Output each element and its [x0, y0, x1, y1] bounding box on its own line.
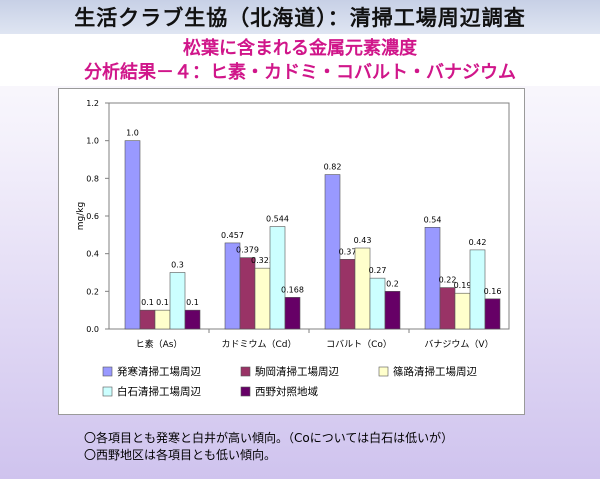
title-band	[0, 0, 600, 34]
y-tick-label: 0.2	[86, 287, 99, 296]
data-label: 0.22	[439, 276, 457, 285]
y-tick-label: 0.8	[86, 174, 99, 183]
data-label: 0.323	[251, 256, 274, 265]
legend-swatch	[102, 386, 113, 397]
chart-panel: 0.0 0.2 0.4 0.6 0.8 1.0 1.2 mg/kg 1.0 0.1 0.1 0.3 0.…	[58, 88, 525, 415]
legend-swatch	[102, 366, 113, 377]
slide-header: 生活クラブ生協（北海道）：清掃工場周辺調査 松葉に含まれる金属元素濃度 分析結果…	[0, 0, 600, 86]
bar	[424, 227, 441, 330]
bar	[139, 309, 156, 330]
legend-label: 西野対照地域	[255, 385, 318, 398]
legend-label: 駒岡清掃工場周辺	[255, 365, 339, 378]
data-label: 0.457	[221, 231, 244, 240]
data-label: 0.379	[236, 246, 259, 255]
bar	[384, 291, 401, 330]
data-label: 0.544	[266, 215, 289, 224]
note-line-2: 〇西野地区は各項目とも低い傾向。	[84, 448, 277, 462]
x-category-label: コバルト（Co）	[326, 339, 392, 350]
data-label: 0.2	[386, 279, 399, 288]
data-label: 0.1	[186, 298, 199, 307]
bar	[124, 140, 141, 330]
data-label: 0.37	[339, 247, 357, 256]
x-category-label: ヒ素（As）	[136, 338, 183, 350]
slide-title: 生活クラブ生協（北海道）：清掃工場周辺調査	[74, 6, 526, 30]
data-label: 0.42	[469, 238, 487, 247]
y-tick-label: 1.2	[86, 99, 99, 108]
y-tick-label: 1.0	[86, 137, 99, 146]
bar	[339, 259, 356, 330]
bar	[224, 242, 241, 330]
legend-swatch	[240, 386, 251, 397]
data-label: 0.27	[369, 266, 387, 275]
legend-label: 発寒清掃工場周辺	[117, 365, 201, 378]
bar	[284, 297, 301, 330]
legend-label: 篠路清掃工場周辺	[393, 365, 477, 378]
legend-label: 白石清掃工場周辺	[117, 385, 201, 398]
bar	[239, 257, 256, 330]
legend-swatch	[378, 366, 389, 377]
x-category-label: バナジウム（V）	[424, 339, 493, 350]
y-tick-label: 0.4	[86, 250, 99, 259]
data-label: 1.0	[126, 129, 139, 138]
y-axis-label: mg/kg	[76, 202, 86, 230]
bar	[184, 309, 201, 330]
bar	[324, 174, 341, 330]
bar	[484, 298, 501, 330]
bar	[354, 247, 371, 330]
y-tick-label: 0.6	[86, 212, 99, 221]
bar-chart: 0.00.20.40.60.81.01.2mg/kg1.00.1 0.10.30.…	[76, 99, 510, 398]
note-line-1: 〇各項目とも発寒と白井が高い傾向。（Coについては白石は低いが）	[84, 431, 454, 445]
data-label: 0.1	[141, 298, 154, 307]
result-heading: 分析結果－４：ヒ素・カドミ・コバルト・バナジウム	[84, 62, 516, 83]
data-label: 0.16	[484, 287, 502, 296]
bar	[439, 287, 456, 330]
legend-swatch	[240, 366, 251, 377]
bar	[454, 292, 471, 330]
data-label: 0.54	[424, 215, 442, 224]
slide-subtitle: 松葉に含まれる金属元素濃度	[183, 38, 417, 59]
bar	[254, 267, 271, 330]
x-category-label: カドミウム（Cd）	[222, 339, 297, 350]
data-label: 0.43	[354, 236, 372, 245]
bar	[269, 226, 286, 330]
bar	[469, 249, 486, 330]
bar	[169, 272, 186, 330]
data-label: 0.3	[171, 261, 184, 270]
bar	[369, 277, 386, 330]
data-label: 0.19	[454, 281, 472, 290]
notes: 〇各項目とも発寒と白井が高い傾向。（Coについては白石は低いが） 〇西野地区は各…	[84, 430, 584, 464]
bar	[154, 309, 171, 330]
data-label: 0.168	[281, 285, 304, 294]
data-label: 0.1	[156, 298, 169, 307]
y-tick-label: 0.0	[86, 325, 99, 334]
data-label: 0.82	[324, 163, 342, 172]
